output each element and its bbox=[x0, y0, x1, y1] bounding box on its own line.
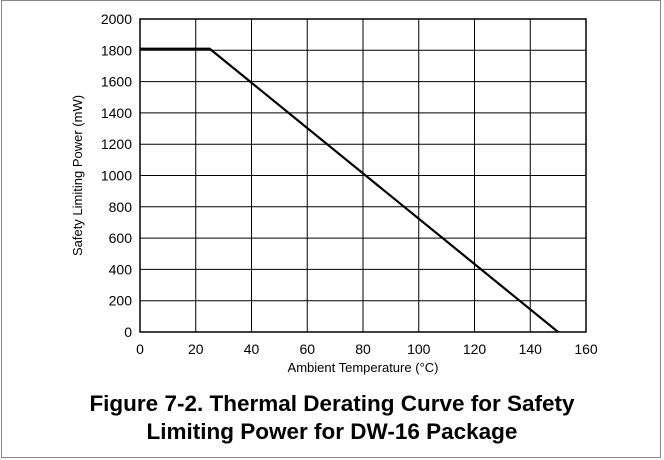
y-tick-label: 1800 bbox=[101, 42, 132, 58]
caption-line-1: Figure 7-2. Thermal Derating Curve for S… bbox=[89, 391, 575, 416]
caption-line-2: Limiting Power for DW-16 Package bbox=[146, 419, 518, 444]
y-tick-label: 600 bbox=[109, 230, 133, 246]
x-tick-label: 20 bbox=[188, 341, 204, 357]
x-axis-label: Ambient Temperature (°C) bbox=[288, 360, 439, 375]
y-tick-label: 1200 bbox=[101, 136, 132, 152]
x-tick-label: 60 bbox=[299, 341, 315, 357]
series-line bbox=[140, 47, 559, 333]
y-tick-label: 1000 bbox=[101, 168, 132, 184]
x-tick-label: 120 bbox=[463, 341, 487, 357]
y-tick-label: 2000 bbox=[101, 11, 132, 27]
x-tick-label: 40 bbox=[244, 341, 260, 357]
y-tick-label: 200 bbox=[109, 293, 133, 309]
x-tick-label: 100 bbox=[407, 341, 431, 357]
chart-svg: 0 20 40 60 80 100 120 140 160 0 200 400 600 800 1000 1… bbox=[70, 11, 598, 375]
plot-border bbox=[139, 18, 587, 333]
figure-caption: Figure 7-2. Thermal Derating Curve for S… bbox=[0, 390, 664, 446]
y-tick-labels: 0 200 400 600 800 1000 1200 1400 1600 1800 2000 bbox=[101, 11, 132, 340]
x-tick-label: 0 bbox=[136, 341, 144, 357]
series-group bbox=[140, 47, 559, 333]
x-tick-labels: 0 20 40 60 80 100 120 140 160 bbox=[136, 341, 598, 357]
y-axis-label: Safety Limiting Power (mW) bbox=[70, 95, 85, 256]
chart-grid bbox=[139, 18, 587, 333]
x-tick-label: 160 bbox=[574, 341, 598, 357]
y-tick-label: 800 bbox=[109, 199, 133, 215]
y-tick-label: 1600 bbox=[101, 74, 132, 90]
y-tick-label: 1400 bbox=[101, 105, 132, 121]
y-tick-label: 0 bbox=[124, 324, 132, 340]
x-tick-label: 140 bbox=[519, 341, 543, 357]
y-tick-label: 400 bbox=[109, 261, 133, 277]
x-tick-label: 80 bbox=[355, 341, 371, 357]
